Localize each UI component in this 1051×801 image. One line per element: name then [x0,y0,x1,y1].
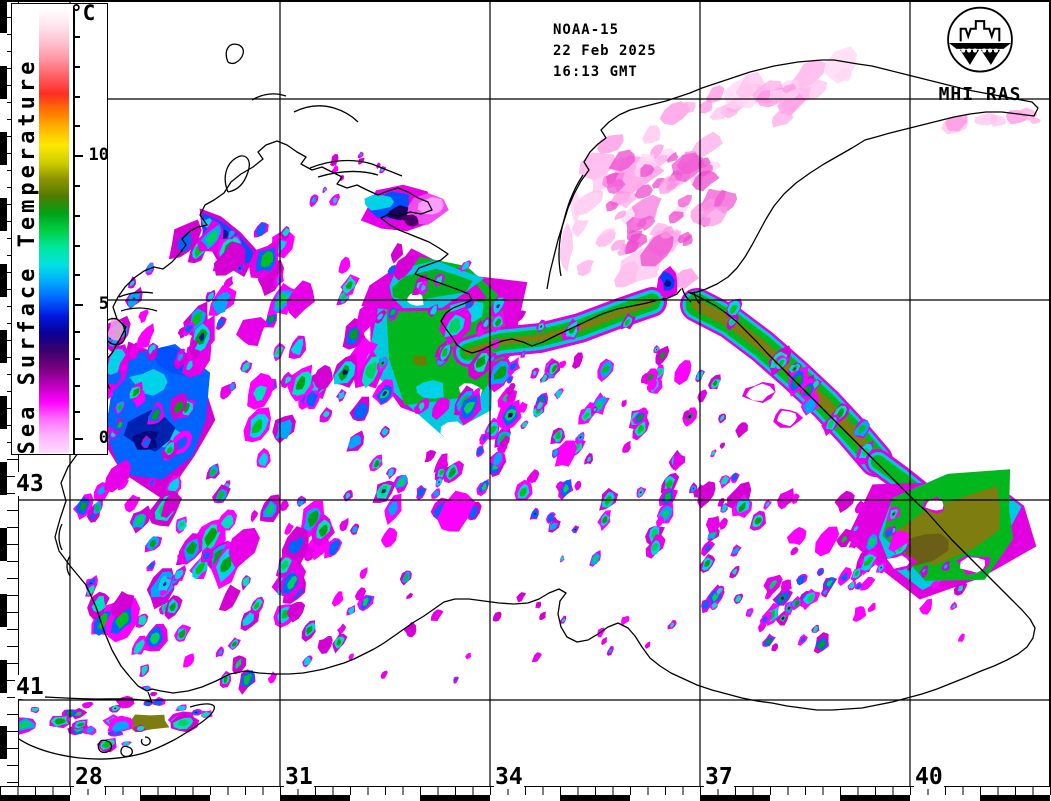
colorbar-tick [73,36,80,38]
mhi-ras-logo-icon [947,6,1013,73]
colorbar-tick [73,304,83,306]
colorbar-axis [73,8,75,454]
colorbar-unit-label: °C [70,1,96,25]
lon-label-31: 31 [284,764,314,790]
colorbar-tick [73,245,80,247]
colorbar-gradient [39,8,69,453]
colorbar-tick [73,66,80,68]
colorbar-tick [73,385,80,387]
colorbar-tick-label-5: 5 [98,294,109,314]
map-right-border [1049,0,1051,787]
colorbar-tick [73,358,80,360]
lon-label-40: 40 [914,764,944,790]
colorbar-tick [73,411,80,413]
colorbar-tick [73,215,80,217]
left-degree-ruler-bar [0,0,7,801]
colorbar-tick [73,125,80,127]
acquisition-date: 22 Feb 2025 [553,43,657,59]
lon-label-37: 37 [704,764,734,790]
colorbar-tick [73,185,80,187]
colorbar-tick [73,274,80,276]
colorbar-tick-label-0: 0 [98,428,109,448]
mhi-ras-label: MHI RAS [938,84,1022,105]
colorbar-title: Sea Surface Temperature [15,57,40,455]
colorbar-tick-label-10: 10 [88,145,109,165]
acquisition-header: NOAA-15 22 Feb 2025 16:13 GMT [553,20,657,83]
map-top-border [0,0,1051,2]
bottom-degree-ruler-bar [0,795,1051,801]
colorbar-tick [73,438,83,440]
acquisition-time: 16:13 GMT [553,64,638,80]
lon-label-34: 34 [494,764,524,790]
colorbar-tick [73,96,80,98]
mhi-ras-logo: MHI RAS [938,4,1022,105]
lon-label-28: 28 [74,764,104,790]
colorbar-tick [73,155,83,157]
logo-waveform [959,20,1001,42]
sst-colorbar-panel: Sea Surface Temperature °C 10 5 0 [11,1,109,455]
lat-label-43: 43 [15,471,45,497]
satellite-name: NOAA-15 [553,22,620,38]
colorbar-tick [73,331,80,333]
lat-label-41: 41 [15,674,45,700]
